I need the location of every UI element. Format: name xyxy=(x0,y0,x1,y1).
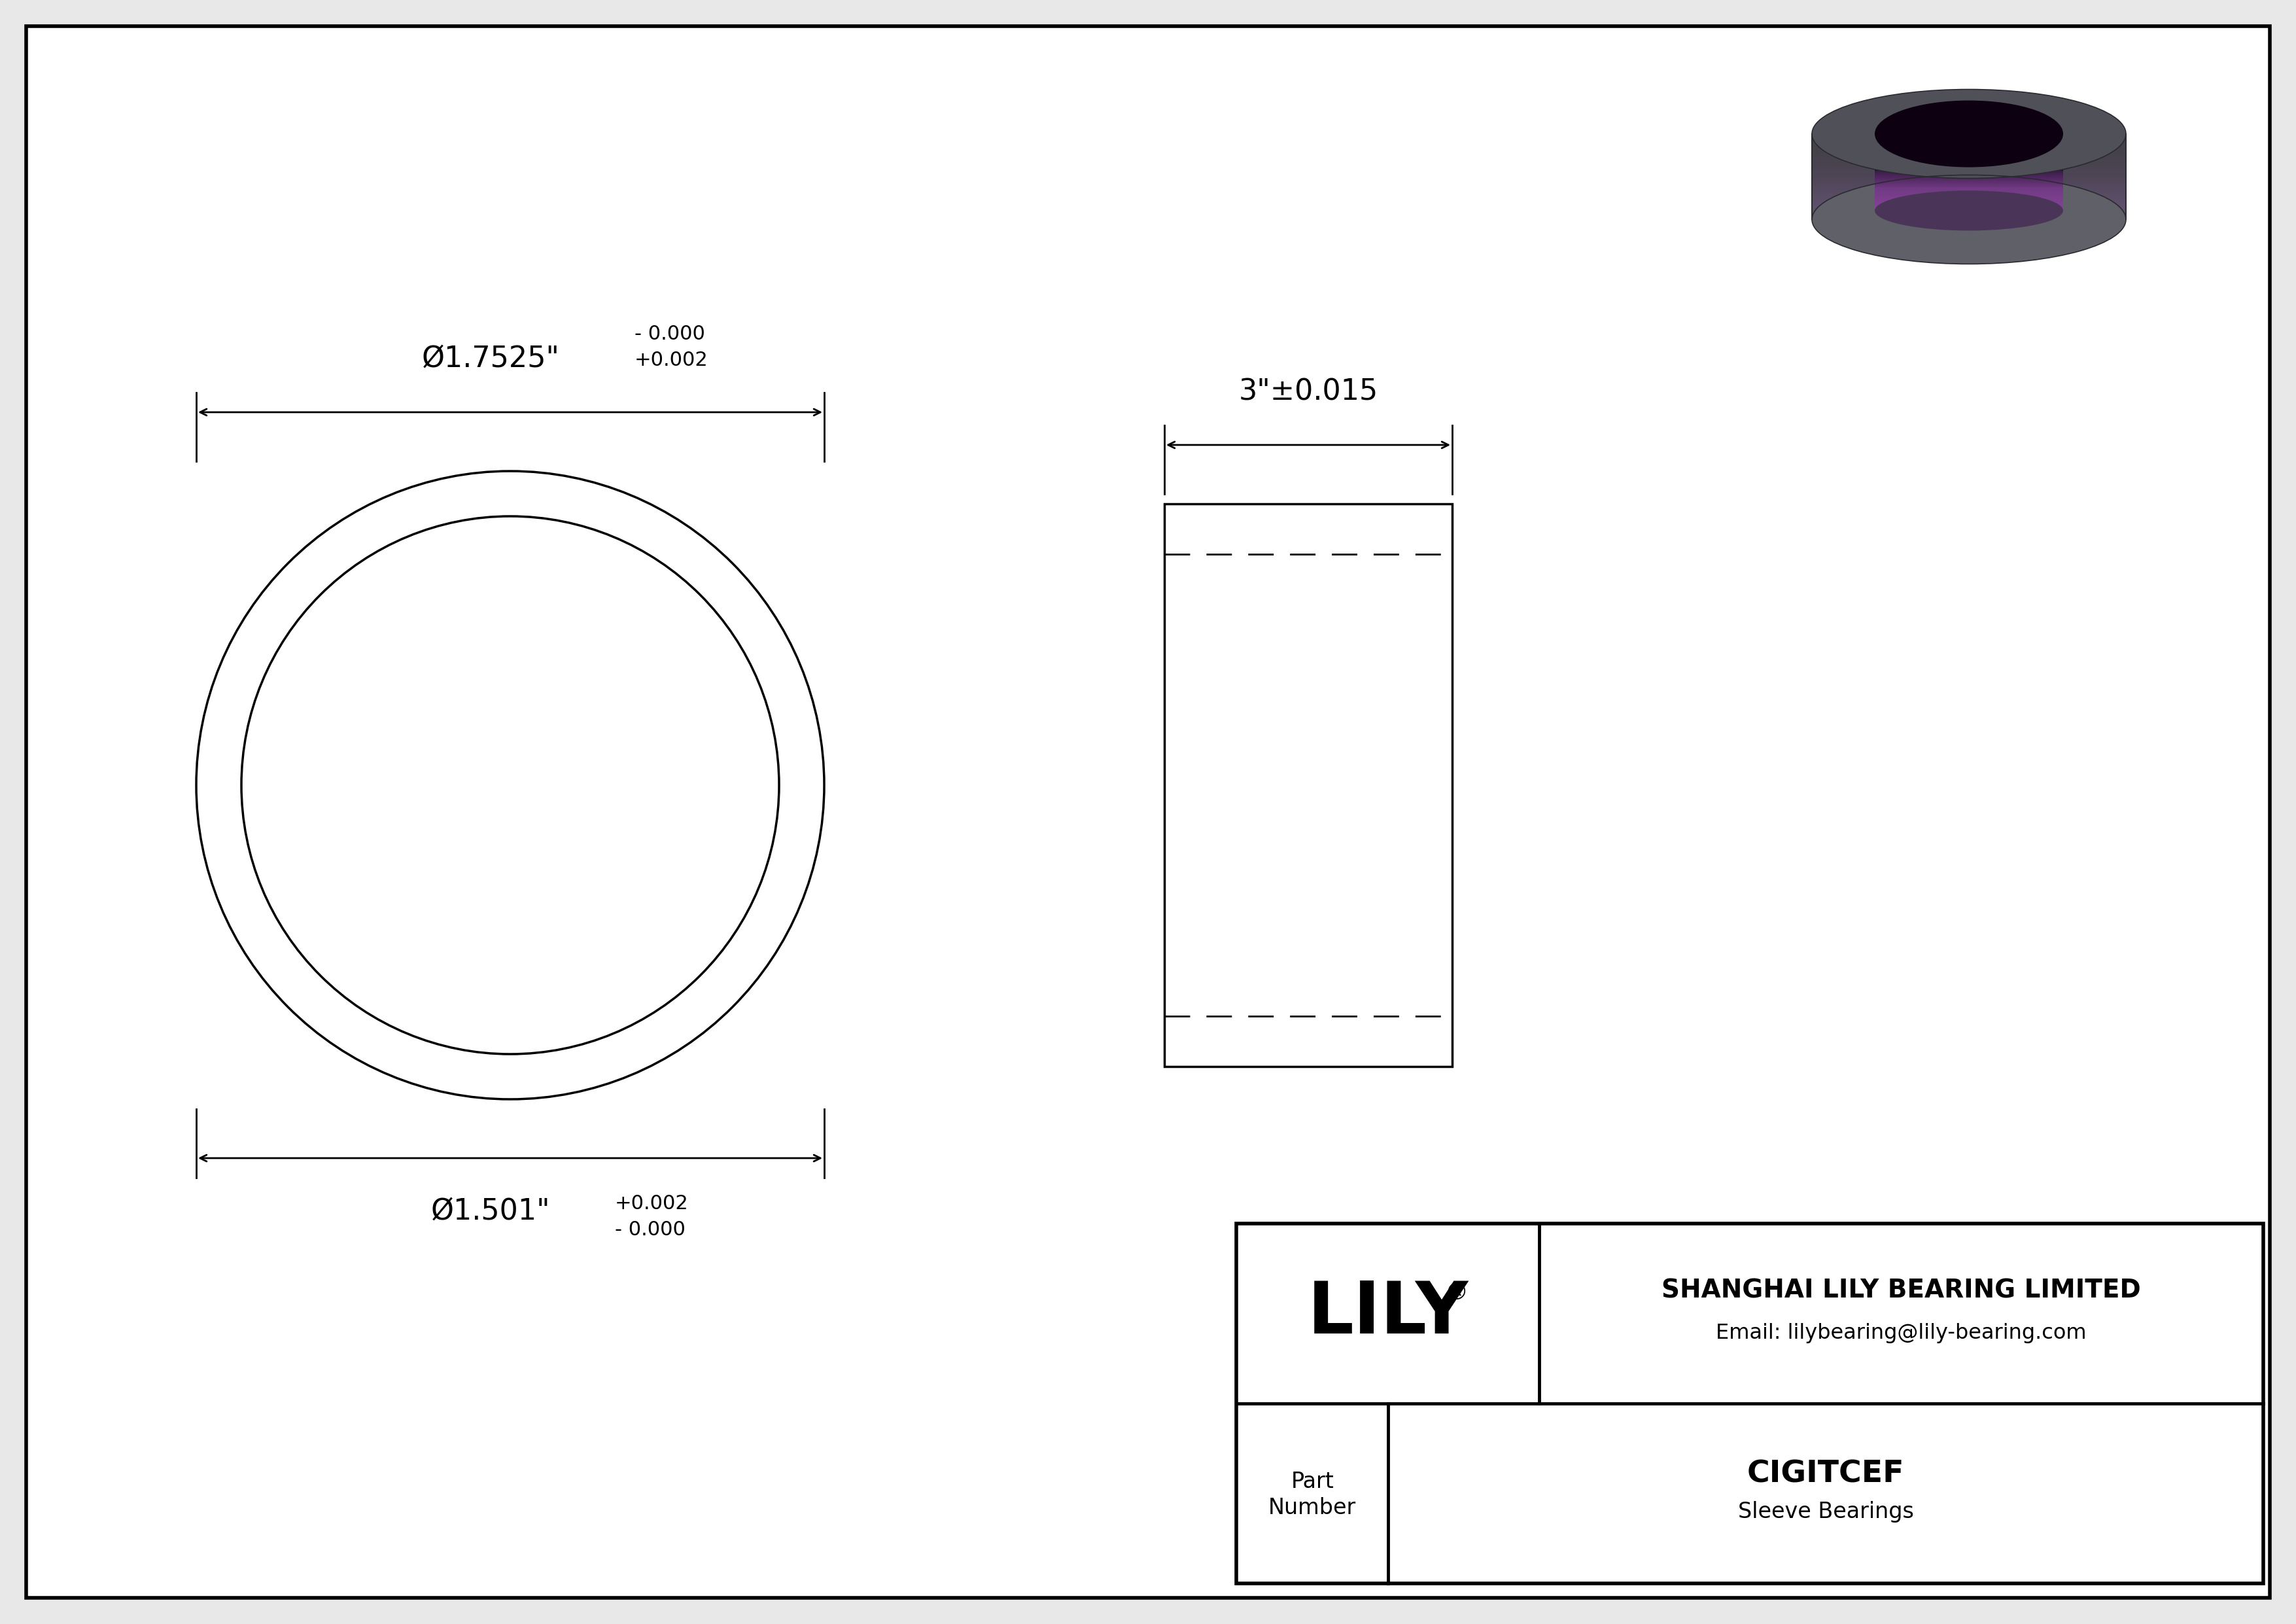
Bar xyxy=(1164,503,1451,1067)
Text: Number: Number xyxy=(1267,1497,1357,1518)
Text: Email: lilybearing@lily-bearing.com: Email: lilybearing@lily-bearing.com xyxy=(1715,1324,2087,1343)
Text: - 0.000: - 0.000 xyxy=(634,325,705,344)
Text: - 0.000: - 0.000 xyxy=(615,1220,687,1239)
Ellipse shape xyxy=(1812,175,2126,265)
Text: CIGITCEF: CIGITCEF xyxy=(1747,1458,1903,1489)
Ellipse shape xyxy=(1876,190,2064,231)
Text: 3"±0.015: 3"±0.015 xyxy=(1238,377,1378,406)
Bar xyxy=(1235,1223,2264,1583)
Text: ®: ® xyxy=(1444,1281,1467,1304)
Text: Sleeve Bearings: Sleeve Bearings xyxy=(1738,1501,1915,1523)
Ellipse shape xyxy=(1812,89,2126,179)
Text: +0.002: +0.002 xyxy=(615,1194,689,1213)
Text: LILY: LILY xyxy=(1306,1278,1469,1348)
Text: Ø1.7525": Ø1.7525" xyxy=(422,344,560,374)
Text: +0.002: +0.002 xyxy=(634,351,707,370)
Ellipse shape xyxy=(1876,101,2064,167)
Text: Ø1.501": Ø1.501" xyxy=(432,1197,551,1226)
Text: SHANGHAI LILY BEARING LIMITED: SHANGHAI LILY BEARING LIMITED xyxy=(1662,1278,2140,1302)
Text: Part: Part xyxy=(1290,1471,1334,1492)
